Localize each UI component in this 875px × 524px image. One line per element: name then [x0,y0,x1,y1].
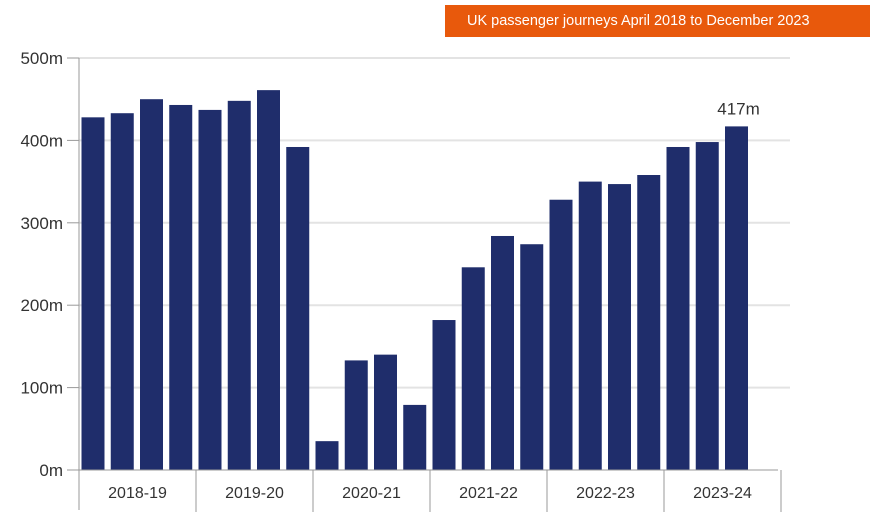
x-category-label: 2018-19 [108,485,167,502]
bar [169,104,193,470]
bar [549,199,573,470]
bar [257,90,280,471]
bar [286,146,310,470]
x-category-label: 2020-21 [342,485,401,502]
annotation-label: 417m [717,99,760,118]
bar [110,113,134,470]
y-tick-label: 300m [20,214,63,233]
y-tick-label: 100m [20,379,63,398]
bar [432,320,456,470]
bar [198,109,222,471]
bar [227,100,251,471]
y-tick-label: 0m [39,461,63,480]
bar [725,126,748,470]
y-tick-label: 400m [20,131,63,150]
bar [666,146,690,470]
bar [315,441,339,470]
bar [637,175,661,470]
x-category-label: 2022-23 [576,485,635,502]
chart-title: UK passenger journeys April 2018 to Dece… [445,5,870,37]
x-category-label: 2021-22 [459,485,518,502]
bar [491,235,514,470]
bar [578,181,602,470]
bar [81,117,105,470]
x-category-label: 2023-24 [693,485,752,502]
bar [461,267,485,470]
bar [344,360,368,470]
bar [403,404,427,470]
y-tick-label: 500m [20,49,63,68]
bar [608,184,631,470]
x-category-label: 2019-20 [225,485,284,502]
bar [374,354,397,470]
bar [695,142,719,470]
bar [140,99,163,470]
y-tick-label: 200m [20,296,63,315]
bar [520,244,544,470]
